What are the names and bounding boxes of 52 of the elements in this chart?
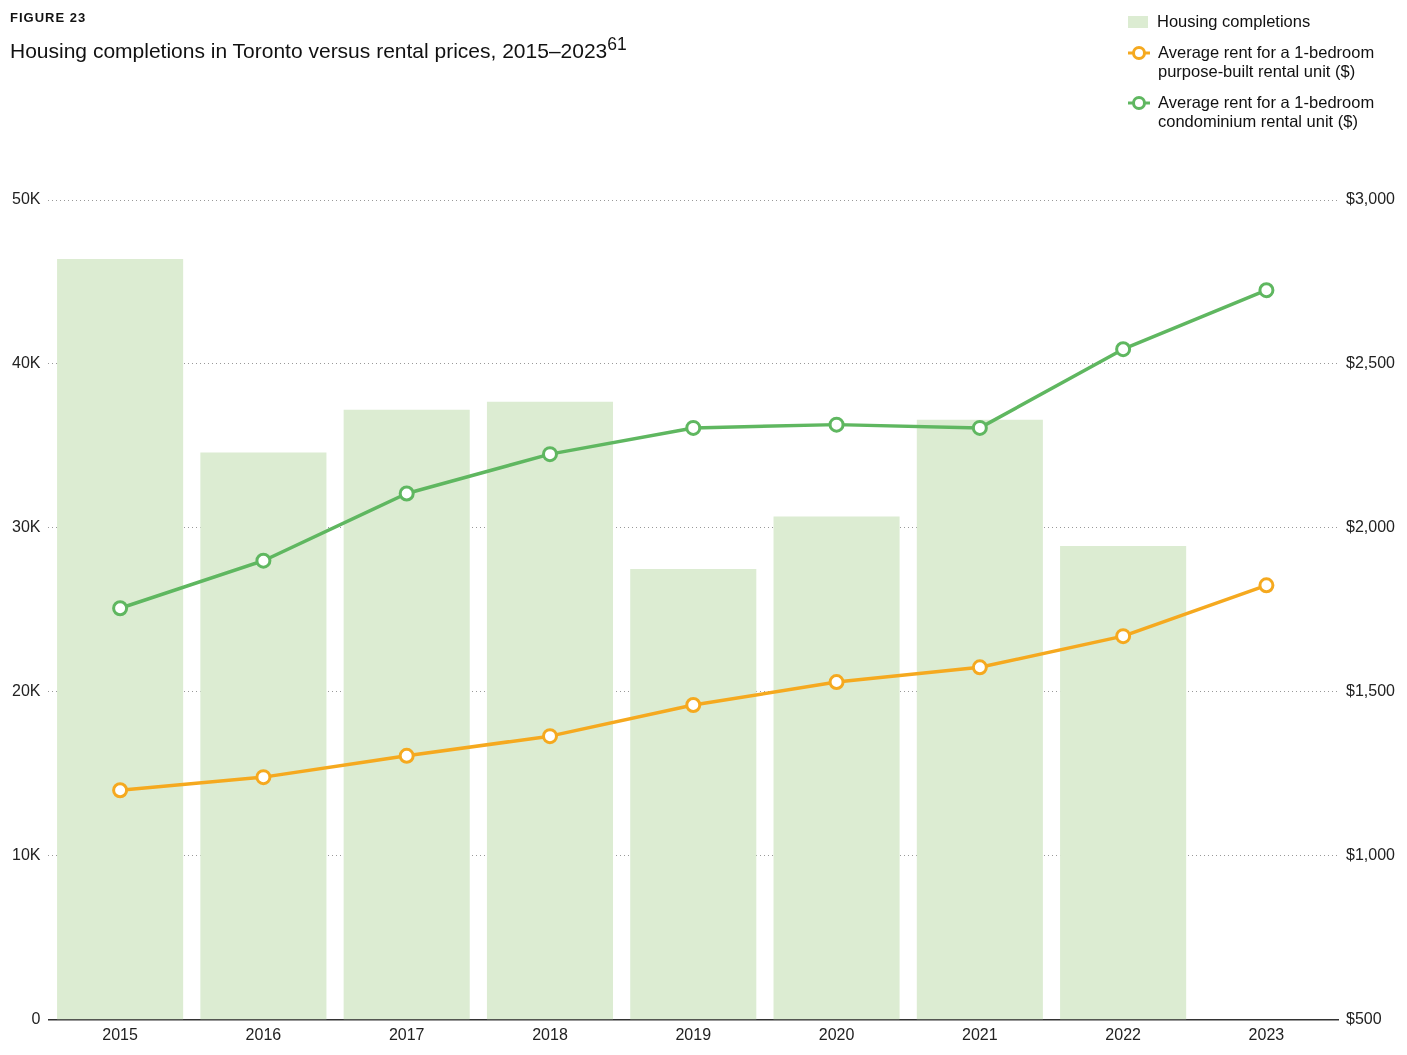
x-tick-label: 2020 [818,1025,855,1043]
chart-title: Housing completions in Toronto versus rental prices, 2015–2023$^{61}$ [10,34,627,63]
x-tick-label: 2022 [1105,1025,1142,1043]
y-tick-label: 50K [12,190,41,208]
bar [630,568,757,1020]
y-tick-label: 40K [12,354,41,372]
point [255,552,272,569]
y2-tick-label: $500 [1346,1010,1382,1028]
point [398,485,415,502]
y-tick-label: 10K [12,846,41,864]
y-tick-label: 20K [12,682,41,700]
point [541,446,558,463]
x-tick-label: 2018 [532,1025,568,1043]
bar [57,259,184,1020]
point [685,419,702,436]
bar [773,516,900,1020]
bar [200,452,327,1020]
point [255,769,272,786]
y-tick-label: 0 [31,1010,41,1028]
legend-label: Housing completions [1157,12,1311,31]
point [1258,282,1275,299]
point [828,674,845,691]
y-tick-label: 30K [12,518,41,536]
point [112,782,129,799]
point [1258,577,1275,594]
point [685,697,702,713]
point [1115,628,1132,645]
x-tick-label: 2019 [675,1025,712,1043]
x-tick-label: 2017 [388,1025,425,1043]
point [1115,341,1132,358]
point [971,659,988,676]
legend-label: Average rent for a 1-bedroom condominium rental unit ($) [1158,93,1376,131]
y2-tick-label: $2,000 [1346,518,1396,536]
y2-tick-label: $1,500 [1346,682,1396,700]
bar [343,409,470,1020]
point [971,419,988,436]
bar [1060,545,1187,1020]
point [398,747,415,764]
bar [916,419,1043,1020]
y2-tick-label: $2,500 [1346,354,1396,372]
y2-tick-label: $3,000 [1346,190,1396,208]
legend-label: Average rent for a 1-bedroom purpose-built rental unit ($) [1158,43,1376,81]
x-tick-label: 2021 [962,1025,998,1043]
x-tick-label: 2023 [1248,1025,1285,1043]
x-tick-label: 2016 [245,1025,282,1043]
x-tick-label: 2015 [102,1025,139,1043]
point [112,600,129,617]
y2-tick-label: $1,000 [1346,846,1396,864]
bar [486,401,614,1020]
caption: FIGURE 23 [10,10,87,25]
point [541,728,558,745]
point [828,416,845,433]
